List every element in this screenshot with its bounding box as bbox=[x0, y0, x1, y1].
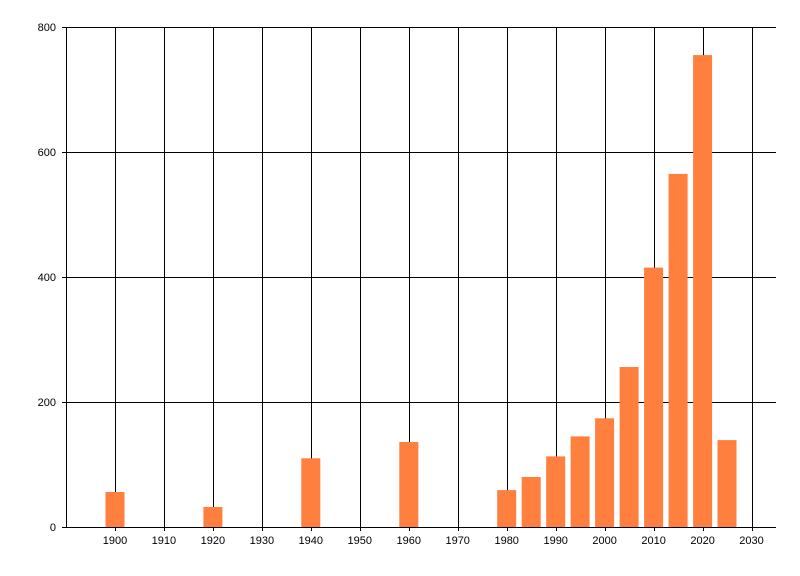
bar bbox=[644, 267, 664, 527]
y-tick-label: 400 bbox=[38, 272, 56, 284]
bar bbox=[203, 507, 223, 527]
x-tick-label: 1930 bbox=[250, 535, 274, 547]
x-tick-label: 1900 bbox=[103, 535, 127, 547]
bar bbox=[717, 440, 737, 527]
bar bbox=[399, 442, 419, 527]
x-tick-label: 1970 bbox=[445, 535, 469, 547]
x-tick-label: 1920 bbox=[201, 535, 225, 547]
bar bbox=[570, 436, 590, 527]
bar bbox=[301, 458, 321, 528]
axes bbox=[62, 27, 776, 528]
bar bbox=[521, 477, 541, 527]
bar bbox=[105, 492, 125, 527]
x-tick-label: 1990 bbox=[543, 535, 567, 547]
x-tick-label: 1950 bbox=[348, 535, 372, 547]
y-tick-label: 0 bbox=[50, 522, 56, 534]
x-tick-label: 1960 bbox=[397, 535, 421, 547]
x-tick-label: 2000 bbox=[592, 535, 616, 547]
y-tick-label: 800 bbox=[38, 22, 56, 34]
x-tick-label: 1910 bbox=[152, 535, 176, 547]
x-tick-label: 1980 bbox=[494, 535, 518, 547]
bar bbox=[693, 55, 713, 527]
y-tick-label: 200 bbox=[38, 397, 56, 409]
bar bbox=[497, 490, 517, 527]
x-tick-label: 2020 bbox=[690, 535, 714, 547]
x-tick-label: 2030 bbox=[739, 535, 763, 547]
bar bbox=[595, 418, 615, 528]
bars bbox=[105, 55, 737, 528]
bar bbox=[546, 456, 566, 527]
x-tick-label: 2010 bbox=[641, 535, 665, 547]
bar bbox=[619, 367, 639, 527]
x-tick-label: 1940 bbox=[299, 535, 323, 547]
tick-labels: 1900 1910 1920 1930 1940 1950 1960 1970 1980 1990… bbox=[38, 22, 764, 547]
y-tick-label: 600 bbox=[38, 147, 56, 159]
bar bbox=[668, 173, 688, 527]
